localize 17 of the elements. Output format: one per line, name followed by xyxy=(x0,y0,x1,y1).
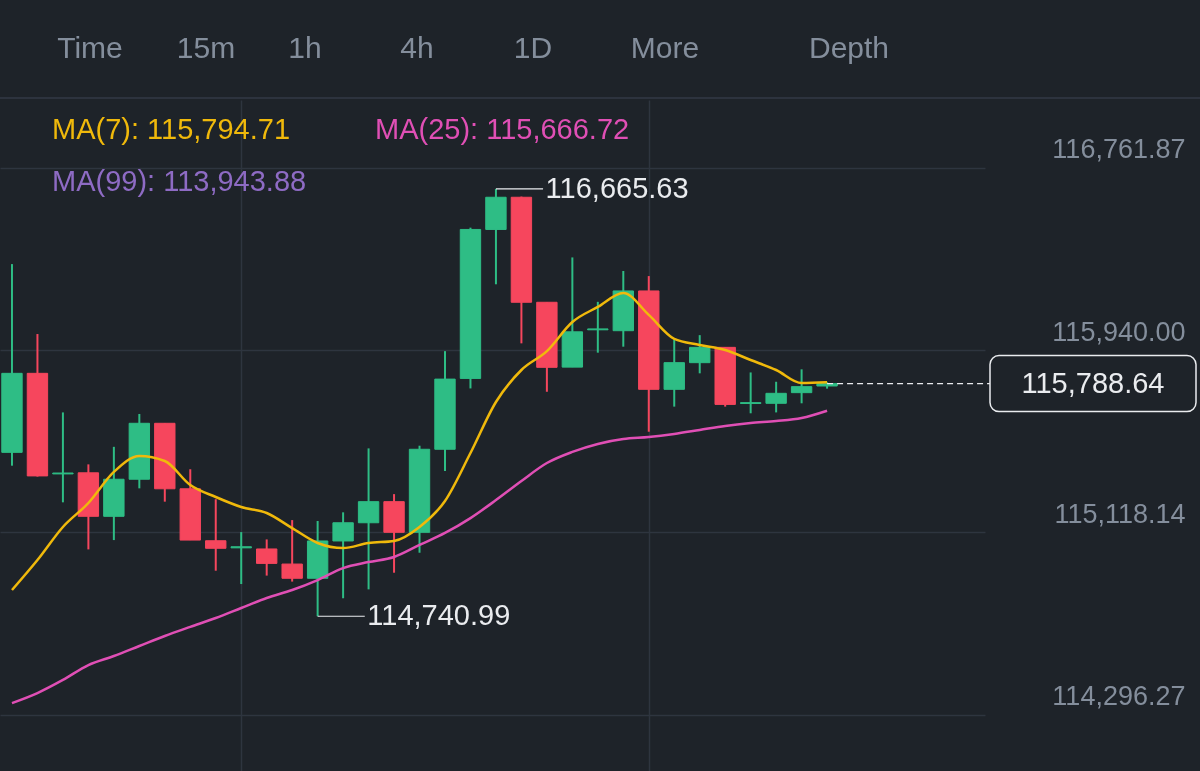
text: 15m xyxy=(176,31,236,64)
text: MA(25): 115,666.72 xyxy=(375,113,630,145)
y-tick-label: 116,761.87 xyxy=(1052,134,1186,165)
text: More xyxy=(630,31,700,64)
y-tick-label: 115,118.14 xyxy=(1054,499,1186,529)
y-tick-label: 114,296.27 xyxy=(1052,681,1186,712)
legend-label: MA(99): 113,943.88 xyxy=(52,165,307,197)
text: Time xyxy=(57,31,123,64)
text: Depth xyxy=(808,31,890,64)
text: 1h xyxy=(288,31,322,64)
text: 4h xyxy=(400,31,434,64)
text: MA(7): 115,794.71 xyxy=(52,113,291,145)
text: 1D xyxy=(513,31,553,64)
annotation: 114,740.99 xyxy=(367,599,511,632)
y-tick-label: 115,940.00 xyxy=(1052,316,1186,347)
annotation: 116,665.63 xyxy=(545,171,689,204)
ref-line-label: 115,788.64 xyxy=(1021,366,1165,399)
